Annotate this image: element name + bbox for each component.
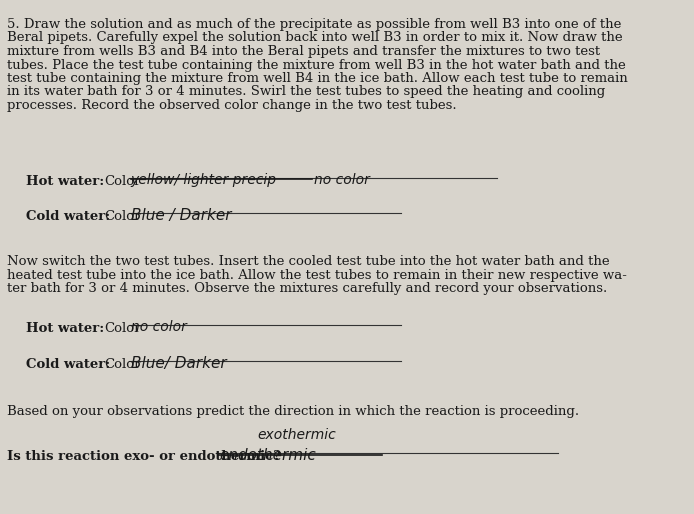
Text: Cold water:: Cold water: [26, 358, 110, 371]
Text: Based on your observations predict the direction in which the reaction is procee: Based on your observations predict the d… [7, 405, 579, 418]
Text: Color: Color [105, 358, 141, 371]
Text: yellow/ lighter precip: yellow/ lighter precip [130, 173, 277, 187]
Text: Hot water:: Hot water: [26, 175, 104, 188]
Text: Is this reaction exo- or endothermic?: Is this reaction exo- or endothermic? [7, 450, 281, 463]
Text: test tube containing the mixture from well B4 in the ice bath. Allow each test t: test tube containing the mixture from we… [7, 72, 627, 85]
Text: Blue/ Darker: Blue/ Darker [130, 356, 226, 371]
Text: Beral pipets. Carefully expel the solution back into well B3 in order to mix it.: Beral pipets. Carefully expel the soluti… [7, 31, 623, 45]
Text: Blue / Darker: Blue / Darker [130, 208, 231, 223]
Text: Color: Color [105, 210, 141, 223]
Text: processes. Record the observed color change in the two test tubes.: processes. Record the observed color cha… [7, 99, 457, 112]
Text: Color: Color [105, 175, 141, 188]
Text: Hot water:: Hot water: [26, 322, 104, 335]
Text: no color: no color [314, 173, 370, 187]
Text: ter bath for 3 or 4 minutes. Observe the mixtures carefully and record your obse: ter bath for 3 or 4 minutes. Observe the… [7, 282, 607, 295]
Text: Cold water:: Cold water: [26, 210, 110, 223]
Text: no color: no color [130, 320, 187, 334]
Text: 5. Draw the solution and as much of the precipitate as possible from well B3 int: 5. Draw the solution and as much of the … [7, 18, 621, 31]
Text: endothermic: endothermic [219, 448, 316, 463]
Text: mixture from wells B3 and B4 into the Beral pipets and transfer the mixtures to : mixture from wells B3 and B4 into the Be… [7, 45, 600, 58]
Text: heated test tube into the ice bath. Allow the test tubes to remain in their new : heated test tube into the ice bath. Allo… [7, 268, 627, 282]
Text: Now switch the two test tubes. Insert the cooled test tube into the hot water ba: Now switch the two test tubes. Insert th… [7, 255, 609, 268]
Text: tubes. Place the test tube containing the mixture from well B3 in the hot water : tubes. Place the test tube containing th… [7, 59, 626, 71]
Text: Color: Color [105, 322, 141, 335]
Text: exothermic: exothermic [257, 428, 336, 442]
Text: in its water bath for 3 or 4 minutes. Swirl the test tubes to speed the heating : in its water bath for 3 or 4 minutes. Sw… [7, 85, 605, 99]
